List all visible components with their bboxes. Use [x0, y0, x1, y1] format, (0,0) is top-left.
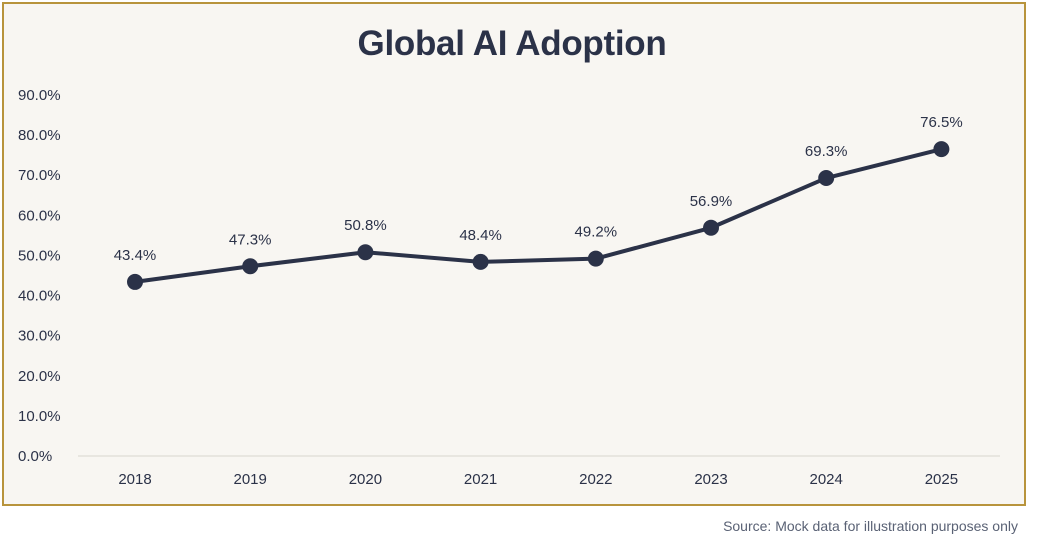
series-line [133, 147, 944, 284]
y-tick-label: 20.0% [18, 368, 61, 385]
data-label: 56.9% [690, 193, 733, 210]
data-label: 50.8% [344, 217, 387, 234]
data-point-marker [933, 141, 950, 158]
data-label: 69.3% [805, 143, 848, 160]
chart-title: Global AI Adoption [357, 24, 667, 63]
x-tick-label: 2023 [694, 471, 727, 488]
y-tick-label: 50.0% [18, 247, 61, 264]
data-label: 48.4% [459, 227, 502, 244]
y-tick-label: 90.0% [18, 87, 61, 104]
y-tick-label: 60.0% [18, 207, 61, 224]
series-markers [127, 141, 950, 290]
x-tick-label: 2025 [925, 471, 958, 488]
line-chart: 0.0% 10.0% 20.0% 30.0% 40.0% 50.0% 60.0% 70.0% 8… [18, 87, 1000, 488]
data-point-marker [242, 258, 259, 275]
y-tick-label: 0.0% [18, 448, 52, 465]
data-label: 76.5% [920, 114, 963, 131]
x-tick-label: 2024 [810, 471, 843, 488]
y-tick-label: 80.0% [18, 127, 61, 144]
y-tick-label: 40.0% [18, 288, 61, 305]
data-point-marker [472, 253, 489, 270]
y-tick-label: 70.0% [18, 167, 61, 184]
y-axis-ticks: 0.0% 10.0% 20.0% 30.0% 40.0% 50.0% 60.0% 70.0% 8… [18, 87, 61, 465]
data-point-marker [127, 273, 143, 290]
data-point-marker [357, 244, 374, 261]
data-label: 43.4% [114, 247, 157, 264]
data-labels: 43.4% 47.3% 50.8% 48.4% 49.2% 56.9% 69.3% 76.5% [114, 114, 963, 264]
data-label: 47.3% [229, 231, 272, 248]
x-tick-label: 2020 [349, 471, 382, 488]
data-label: 49.2% [575, 224, 618, 241]
x-tick-label: 2019 [234, 471, 267, 488]
y-tick-label: 30.0% [18, 328, 61, 345]
x-tick-label: 2022 [579, 471, 612, 488]
data-point-marker [587, 250, 604, 267]
x-tick-label: 2018 [118, 471, 151, 488]
y-tick-label: 10.0% [18, 408, 61, 425]
source-note: Source: Mock data for illustration purpo… [723, 518, 1018, 534]
data-point-marker [818, 170, 835, 187]
data-point-marker [703, 219, 719, 236]
chart-frame [2, 2, 1026, 506]
x-tick-label: 2021 [464, 471, 497, 488]
x-axis-ticks: 2018 2019 2020 2021 2022 2023 2024 2025 [118, 471, 958, 488]
